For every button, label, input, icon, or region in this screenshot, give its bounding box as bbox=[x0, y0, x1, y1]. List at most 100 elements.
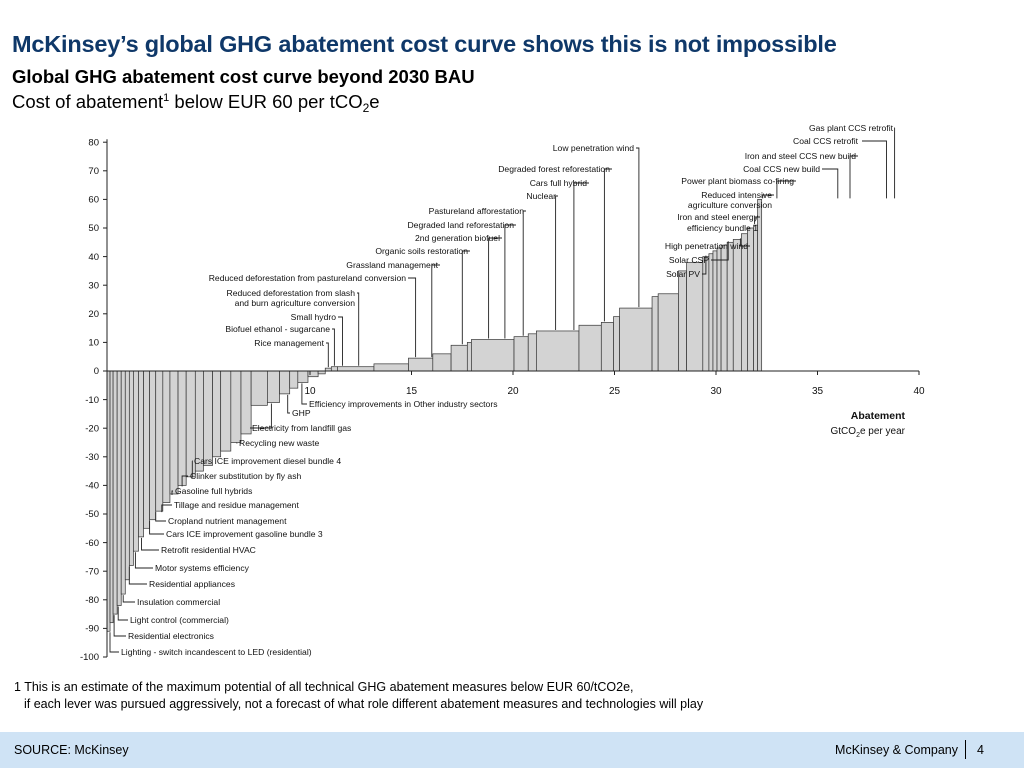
annotation-leader-line bbox=[522, 210, 526, 336]
annotation-leader-line bbox=[408, 277, 417, 358]
source-label: SOURCE: McKinsey bbox=[14, 743, 129, 757]
upper-annotation-label: Iron and steel CCS new build bbox=[745, 151, 857, 161]
cost-bar bbox=[143, 370, 150, 529]
cost-bar bbox=[133, 370, 139, 552]
cost-bar bbox=[330, 366, 338, 372]
cost-bar bbox=[757, 199, 763, 372]
annotation-leader-line bbox=[338, 316, 343, 366]
upper-annotation-label: Power plant biomass co-firing bbox=[681, 176, 794, 186]
cost-bar bbox=[112, 370, 118, 615]
annotation-leader-line bbox=[326, 342, 329, 368]
subtitle-co2-subscript: 2 bbox=[362, 101, 370, 115]
annotation-leader-line bbox=[754, 216, 760, 225]
lower-annotation-label: Retrofit residential HVAC bbox=[161, 545, 256, 555]
annotation-leader-line bbox=[141, 537, 159, 551]
lower-annotation-label: Residential appliances bbox=[149, 579, 235, 589]
annotation-leader-line bbox=[109, 632, 119, 653]
footnote-line-1: 1 This is an estimate of the maximum pot… bbox=[14, 680, 634, 694]
y-tick-label: -70 bbox=[85, 566, 99, 577]
cost-bar bbox=[726, 241, 734, 372]
cost-bar bbox=[613, 316, 620, 372]
upper-annotation-label: and burn agriculture conversion bbox=[235, 298, 356, 308]
cost-bar bbox=[527, 333, 537, 372]
cost-bar bbox=[155, 370, 164, 512]
y-tick-label: 50 bbox=[88, 223, 99, 234]
lower-annotation-label: Tillage and residue management bbox=[174, 500, 299, 510]
upper-annotation-label: Coal CCS new build bbox=[743, 164, 820, 174]
cost-bar bbox=[720, 244, 728, 372]
annotation-leader-line bbox=[603, 168, 612, 322]
lower-annotation-label: Residential electronics bbox=[128, 631, 214, 641]
annotation-leader-line bbox=[155, 512, 166, 522]
cost-bar bbox=[240, 370, 252, 435]
upper-annotation-label: Solar PV bbox=[666, 269, 700, 279]
upper-annotation-label: Iron and steel energy bbox=[677, 212, 758, 222]
y-tick-label: -100 bbox=[80, 652, 99, 663]
y-tick-label: 30 bbox=[88, 280, 99, 291]
annotation-leader-line bbox=[301, 383, 307, 405]
cost-bar bbox=[289, 370, 299, 389]
cost-bar bbox=[450, 344, 468, 372]
cost-bar bbox=[128, 370, 134, 566]
lower-annotation-label: Gasoline full hybrids bbox=[175, 486, 252, 496]
cost-bar bbox=[124, 370, 130, 581]
cost-bar bbox=[432, 353, 452, 372]
annotation-leader-line bbox=[134, 552, 153, 569]
cost-bar bbox=[619, 307, 653, 372]
slide-subtitle-cost: Cost of abatement1 below EUR 60 per tCO2… bbox=[12, 91, 380, 115]
cost-bar bbox=[116, 370, 122, 606]
annotation-leader-line bbox=[250, 403, 272, 429]
cost-bar bbox=[741, 233, 748, 372]
cost-bar bbox=[373, 363, 409, 372]
upper-annotation-label: Biofuel ethanol - sugarcane bbox=[225, 324, 330, 334]
upper-annotation-label: Pastureland afforestation bbox=[429, 206, 525, 216]
y-tick-label: -90 bbox=[85, 624, 99, 635]
x-tick-label: 20 bbox=[507, 386, 519, 397]
annotation-leader-line bbox=[149, 520, 164, 535]
cost-bar bbox=[279, 370, 291, 395]
cost-bar bbox=[708, 253, 714, 372]
cost-bar bbox=[408, 357, 434, 372]
subtitle-cost-text-end: e bbox=[369, 91, 380, 112]
cost-bar bbox=[230, 370, 242, 443]
annotation-leader-line bbox=[862, 140, 887, 199]
x-tick-label: 40 bbox=[913, 386, 925, 397]
slide-title: McKinsey’s global GHG abatement cost cur… bbox=[12, 31, 837, 57]
footer-separator bbox=[965, 740, 966, 759]
abatement-cost-curve-chart: 80 70 60 50 40 30 20 10 0 -10 -20 -30 -40 -50 -60 -70 -8… bbox=[80, 123, 925, 663]
annotation-leader-line bbox=[461, 250, 470, 345]
cost-bar bbox=[250, 370, 268, 406]
subtitle-cost-text: Cost of abatement bbox=[12, 91, 164, 112]
cost-bar bbox=[578, 324, 602, 372]
x-tick-label: 25 bbox=[609, 386, 621, 397]
y-tick-label: -30 bbox=[85, 452, 99, 463]
subtitle-footnote-marker: 1 bbox=[163, 92, 170, 104]
lower-annotation-label: Electricity from landfill gas bbox=[252, 423, 351, 433]
footnote-line-2: if each lever was pursued aggressively, … bbox=[24, 697, 704, 711]
lower-annotation-label: Cropland nutrient management bbox=[168, 516, 287, 526]
x-tick-label: 30 bbox=[710, 386, 722, 397]
upper-annotation-label: Low penetration wind bbox=[553, 143, 634, 153]
annotation-leader-line bbox=[171, 490, 173, 495]
y-tick-label: 20 bbox=[88, 309, 99, 320]
upper-annotation-label: efficiency bundle 1 bbox=[687, 223, 758, 233]
y-tick-label: -40 bbox=[85, 481, 99, 492]
cost-bar bbox=[337, 366, 375, 372]
annotation-leader-line bbox=[711, 241, 729, 261]
upper-annotation-label: agriculture conversion bbox=[688, 200, 772, 210]
lower-annotation-label: Insulation commercial bbox=[137, 597, 220, 607]
upper-annotation-label: High penetration wind bbox=[665, 241, 748, 251]
cost-bar bbox=[678, 270, 687, 372]
y-tick-label: 70 bbox=[88, 166, 99, 177]
cost-bar bbox=[513, 336, 529, 372]
annotation-leader-line bbox=[287, 394, 290, 414]
annotation-leader-line bbox=[504, 224, 516, 339]
company-name: McKinsey & Company bbox=[835, 743, 958, 757]
y-tick-label: -20 bbox=[85, 423, 99, 434]
annotation-leader-line bbox=[776, 180, 796, 199]
cost-bar bbox=[162, 370, 171, 503]
cost-bar bbox=[267, 370, 280, 403]
footer-bar: SOURCE: McKinsey McKinsey & Company 4 bbox=[0, 732, 1024, 768]
cost-bar bbox=[203, 370, 213, 466]
annotation-leader-line bbox=[636, 147, 640, 308]
